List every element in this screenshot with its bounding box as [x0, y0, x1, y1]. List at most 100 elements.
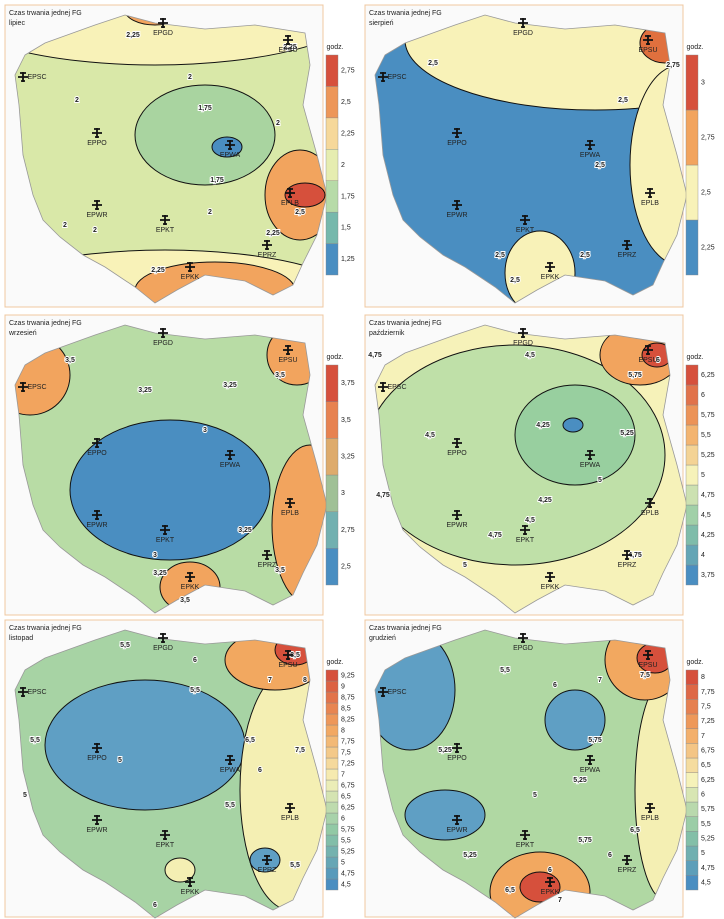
airport-label: EPWR	[87, 827, 108, 834]
airport-label: EPPO	[87, 755, 107, 762]
contour-label: 3,25	[138, 387, 152, 394]
airport-label: EPKK	[541, 584, 560, 591]
airport-label: EPLB	[641, 200, 659, 207]
legend-swatch	[326, 846, 338, 857]
legend-swatch	[686, 831, 698, 846]
legend-swatch	[326, 747, 338, 758]
legend-swatch	[686, 545, 698, 565]
legend-title: godz.	[686, 44, 703, 51]
legend-swatch	[686, 846, 698, 861]
legend-swatch	[686, 685, 698, 700]
airport-label: EPSU	[638, 662, 657, 669]
contour-label: 7	[268, 677, 272, 684]
legend-swatch	[326, 118, 338, 149]
airport-label: EPWA	[580, 152, 601, 159]
airport-label: EPRZ	[258, 867, 277, 874]
legend-label: 2,75	[701, 134, 715, 141]
legend-label: 2,5	[701, 189, 711, 196]
contour-zone	[240, 670, 340, 910]
contour-zone	[405, 790, 485, 840]
legend-swatch	[686, 445, 698, 465]
legend-swatch	[326, 149, 338, 180]
airport-label: EPKT	[156, 227, 175, 234]
airport-label: EPRZ	[258, 252, 277, 259]
legend-title: godz.	[686, 354, 703, 361]
airport-label: EPLB	[281, 200, 299, 207]
airport-label: EPLB	[281, 510, 299, 517]
airport-label: EPKT	[516, 537, 535, 544]
legend-swatch	[326, 758, 338, 769]
legend-label: 2,5	[341, 564, 351, 571]
contour-label: 2,25	[126, 32, 140, 39]
legend-swatch	[686, 405, 698, 425]
panel-title: Czas trwania jednej FG	[369, 10, 442, 17]
legend-label: 6,25	[341, 804, 355, 811]
airport-label: EPWR	[87, 522, 108, 529]
contour-label: 4,75	[488, 532, 502, 539]
legend-swatch	[326, 365, 338, 402]
legend-label: 3	[701, 79, 705, 86]
legend-swatch	[326, 670, 338, 681]
airport-label: EPKK	[541, 889, 560, 896]
legend-swatch	[326, 868, 338, 879]
legend-label: 6,75	[701, 748, 715, 755]
contour-label: 3,5	[275, 567, 285, 574]
airport-label: EPRZ	[618, 867, 637, 874]
legend-swatch	[326, 181, 338, 212]
airport-label: EPSC	[27, 689, 46, 696]
contour-label: 2	[93, 227, 97, 234]
legend-swatch	[326, 703, 338, 714]
legend-swatch	[326, 212, 338, 243]
map-panel: Czas trwania jednej FGsierpień2,52,52,52…	[365, 0, 724, 315]
contour-label: 2,75	[666, 62, 680, 69]
legend-title: godz.	[326, 354, 343, 361]
legend-label: 7,75	[341, 738, 355, 745]
legend-label: 8	[341, 727, 345, 734]
panel-month: lipiec	[9, 20, 25, 27]
legend-swatch	[686, 165, 698, 220]
legend-swatch	[686, 220, 698, 275]
legend-swatch	[686, 787, 698, 802]
legend-swatch	[686, 465, 698, 485]
contour-label: 2,5	[595, 162, 605, 169]
contour-label: 5,75	[578, 837, 592, 844]
legend-label: 4	[701, 552, 705, 559]
airport-label: EPSU	[278, 662, 297, 669]
legend-swatch	[686, 743, 698, 758]
contour-zone	[45, 680, 245, 810]
legend-swatch	[686, 525, 698, 545]
airport-label: EPGD	[153, 30, 173, 37]
panel-title: Czas trwania jednej FG	[369, 320, 442, 327]
legend-label: 4,25	[701, 532, 715, 539]
contour-label: 5	[463, 562, 467, 569]
contour-label: 3,5	[180, 597, 190, 604]
panel-title: Czas trwania jednej FG	[369, 625, 442, 632]
airport-label: EPKT	[156, 537, 175, 544]
contour-label: 5,25	[620, 430, 634, 437]
legend-label: 3,75	[701, 572, 715, 579]
contour-label: 2	[208, 209, 212, 216]
contour-label: 5	[118, 757, 122, 764]
airport-label: EPWR	[87, 212, 108, 219]
contour-label: 6	[553, 682, 557, 689]
legend-swatch	[686, 505, 698, 525]
airport-label: EPGD	[513, 30, 533, 37]
airport-label: EPSC	[27, 74, 46, 81]
legend-swatch	[686, 714, 698, 729]
contour-label: 5,25	[463, 852, 477, 859]
contour-label: 2,5	[428, 60, 438, 67]
contour-label: 6,5	[245, 737, 255, 744]
contour-label: 6	[548, 867, 552, 874]
legend-swatch	[686, 670, 698, 685]
contour-label: 5	[533, 792, 537, 799]
legend-label: 5,5	[341, 837, 351, 844]
legend-swatch	[326, 692, 338, 703]
airport-label: EPGD	[153, 645, 173, 652]
contour-label: 5	[598, 477, 602, 484]
contour-label: 7	[598, 677, 602, 684]
contour-label: 4,75	[368, 352, 382, 359]
airport-label: EPKT	[156, 842, 175, 849]
panel-month: grudzień	[369, 635, 396, 642]
legend-swatch	[326, 512, 338, 549]
legend-swatch	[326, 813, 338, 824]
